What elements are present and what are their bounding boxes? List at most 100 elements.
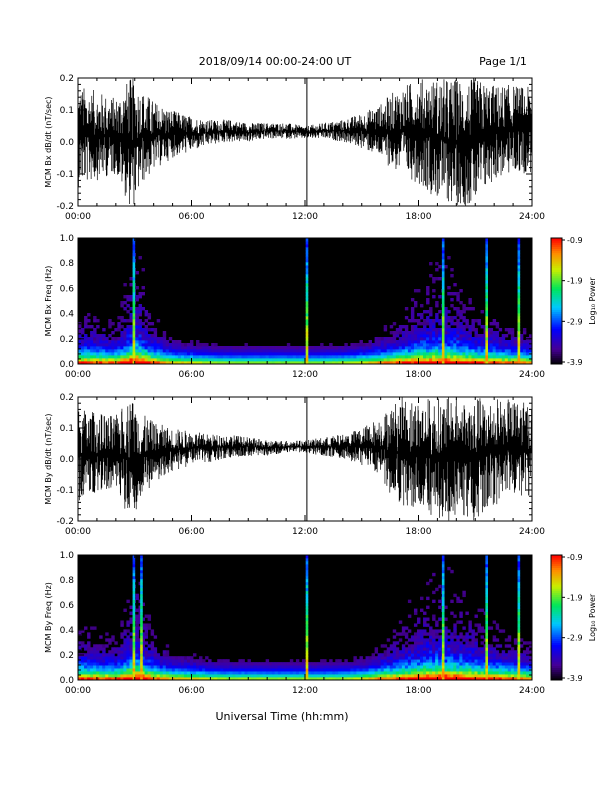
spectrogram-cell xyxy=(392,674,397,678)
spectrogram-cell xyxy=(501,629,506,633)
spectrogram-cell xyxy=(444,310,448,314)
spectrogram-cell xyxy=(238,355,242,359)
spectrogram-cell xyxy=(238,352,242,356)
spectrogram-cell xyxy=(135,337,139,341)
spectrogram-cell xyxy=(432,614,436,618)
spectrogram-cell xyxy=(450,349,454,353)
spectrogram-cell xyxy=(283,349,288,353)
spectrogram-cell xyxy=(423,641,427,645)
spectrogram-cell xyxy=(141,641,145,645)
spectrogram-cell xyxy=(147,626,152,630)
spectrogram-cell xyxy=(420,358,424,362)
spectrogram-spike-cell xyxy=(517,301,521,305)
spectrogram-cell xyxy=(453,629,457,633)
spectrogram-cell xyxy=(265,355,270,359)
spectrogram-cell xyxy=(256,346,260,350)
spectrogram-cell xyxy=(99,346,103,350)
spectrogram-cell xyxy=(474,647,478,651)
spectrogram-cell xyxy=(183,358,188,362)
spectrogram-cell xyxy=(141,292,145,296)
colorbar-segment xyxy=(551,242,562,245)
spectrogram-cell xyxy=(398,656,403,660)
spectrogram-cell xyxy=(501,337,506,341)
spectrogram-cell xyxy=(413,641,418,645)
colorbar-segment xyxy=(551,303,562,306)
spectrogram-cell xyxy=(126,650,130,654)
spectrogram-cell xyxy=(522,352,527,356)
spectrogram-cell xyxy=(123,629,127,633)
spectrogram-cell xyxy=(81,355,85,359)
spectrogram-cell xyxy=(220,677,224,680)
spectrogram-cell xyxy=(465,361,469,364)
spectrogram-cell xyxy=(256,352,260,356)
spectrogram-spike-cell xyxy=(441,262,445,266)
spectrogram-cell xyxy=(135,346,139,350)
spectrogram-cell xyxy=(262,346,267,350)
spectrogram-cell xyxy=(244,349,248,353)
spectrogram-cell xyxy=(368,361,372,364)
spectrogram-spike-cell xyxy=(517,617,521,621)
spectrogram-cell xyxy=(253,674,257,678)
spectrogram-cell xyxy=(141,656,145,660)
spectrogram-cell xyxy=(468,656,472,660)
spectrogram-cell xyxy=(383,361,388,364)
spectrogram-cell xyxy=(459,659,463,663)
spectrogram-cell xyxy=(444,346,448,350)
spectrogram-cell xyxy=(432,638,436,642)
spectrogram-cell xyxy=(416,656,421,660)
spectrogram-cell xyxy=(280,674,285,678)
spectrogram-spike-cell xyxy=(485,253,488,257)
spectrogram-spike-cell xyxy=(132,286,136,290)
spectrogram-cell xyxy=(495,644,500,648)
spectrogram-cell xyxy=(507,352,512,356)
spectrogram-spike-cell xyxy=(485,265,488,269)
y-axis-label: MCM By dB/dt (nT/sec) xyxy=(44,413,53,504)
spectrogram-cell xyxy=(453,647,457,651)
spectrogram-cell xyxy=(93,653,97,657)
spectrogram-cell xyxy=(84,325,88,329)
spectrogram-cell xyxy=(471,668,475,672)
spectrogram-cell xyxy=(220,352,224,356)
spectrogram-cell xyxy=(99,358,103,362)
spectrogram-cell xyxy=(329,361,333,364)
spectrogram-cell xyxy=(186,361,191,364)
spectrogram-cell xyxy=(90,626,94,630)
spectrogram-spike-cell xyxy=(132,247,136,251)
spectrogram-cell xyxy=(147,346,152,350)
spectrogram-cell xyxy=(426,346,430,350)
spectrogram-spike-cell xyxy=(305,256,309,260)
spectrogram-cell xyxy=(298,346,303,350)
spectrogram-cell xyxy=(156,352,161,356)
spectrogram-cell xyxy=(492,674,497,678)
colorbar-tick-label: -3.9 xyxy=(567,358,583,367)
spectrogram-cell xyxy=(510,340,515,344)
spectrogram-cell xyxy=(162,674,167,678)
spectrogram-spike-cell xyxy=(517,575,521,580)
spectrogram-cell xyxy=(507,665,512,669)
spectrogram-cell xyxy=(392,656,397,660)
spectrogram-cell xyxy=(495,361,500,364)
spectrogram-cell xyxy=(444,668,448,672)
spectrogram-cell xyxy=(93,319,97,323)
spectrogram-spike-cell xyxy=(441,307,445,311)
spectrogram-cell xyxy=(426,316,430,320)
spectrogram-cell xyxy=(123,665,127,669)
spectrogram-cell xyxy=(416,671,421,675)
spectrogram-cell xyxy=(489,677,494,680)
spectrogram-cell xyxy=(501,671,506,675)
spectrogram-cell xyxy=(159,352,164,356)
spectrogram-cell xyxy=(453,650,457,654)
spectrogram-cell xyxy=(295,349,300,353)
spectrogram-spike-cell xyxy=(485,647,488,651)
spectrogram-cell xyxy=(114,662,118,666)
spectrogram-cell xyxy=(323,662,327,666)
spectrogram-cell xyxy=(311,352,315,356)
spectrogram-cell xyxy=(398,328,403,332)
spectrogram-cell xyxy=(438,355,442,359)
spectrogram-cell xyxy=(81,352,85,356)
spectrogram-cell xyxy=(495,355,500,359)
spectrogram-cell xyxy=(480,668,484,672)
spectrogram-spike-cell xyxy=(441,641,445,645)
spectrogram-cell xyxy=(90,334,94,338)
